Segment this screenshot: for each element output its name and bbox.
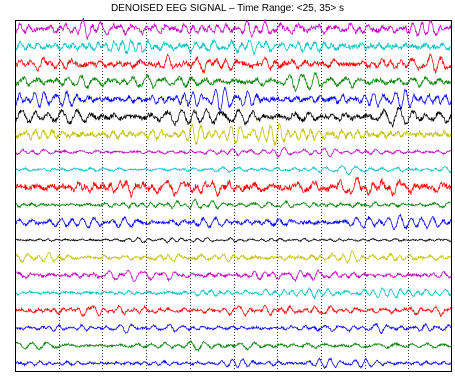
chart-title: DENOISED EEG SIGNAL – Time Range: <25, 3… xyxy=(110,3,345,14)
eeg-channel-trace xyxy=(15,213,452,231)
eeg-channel-trace xyxy=(15,322,452,335)
eeg-channel-trace xyxy=(15,304,452,318)
eeg-channel-trace xyxy=(15,340,452,353)
eeg-channel-trace xyxy=(15,146,452,159)
eeg-channel-trace xyxy=(15,250,452,265)
eeg-channel-trace xyxy=(15,52,452,74)
eeg-channel-trace xyxy=(15,357,452,369)
eeg-channel-trace xyxy=(15,106,452,129)
eeg-traces xyxy=(15,17,452,369)
eeg-channel-trace xyxy=(15,122,452,146)
eeg-channel-trace xyxy=(15,176,452,199)
eeg-channel-trace xyxy=(15,236,452,244)
eeg-channel-trace xyxy=(15,198,452,211)
eeg-channel-trace xyxy=(15,165,452,176)
eeg-channel-trace xyxy=(15,71,452,93)
eeg-channel-trace xyxy=(15,38,452,56)
eeg-channel-trace xyxy=(15,86,452,112)
eeg-channel-trace xyxy=(15,17,452,41)
eeg-channel-trace xyxy=(15,286,452,300)
eeg-channel-trace xyxy=(15,269,452,283)
plot-frame xyxy=(15,20,452,372)
grid-lines xyxy=(59,20,409,372)
